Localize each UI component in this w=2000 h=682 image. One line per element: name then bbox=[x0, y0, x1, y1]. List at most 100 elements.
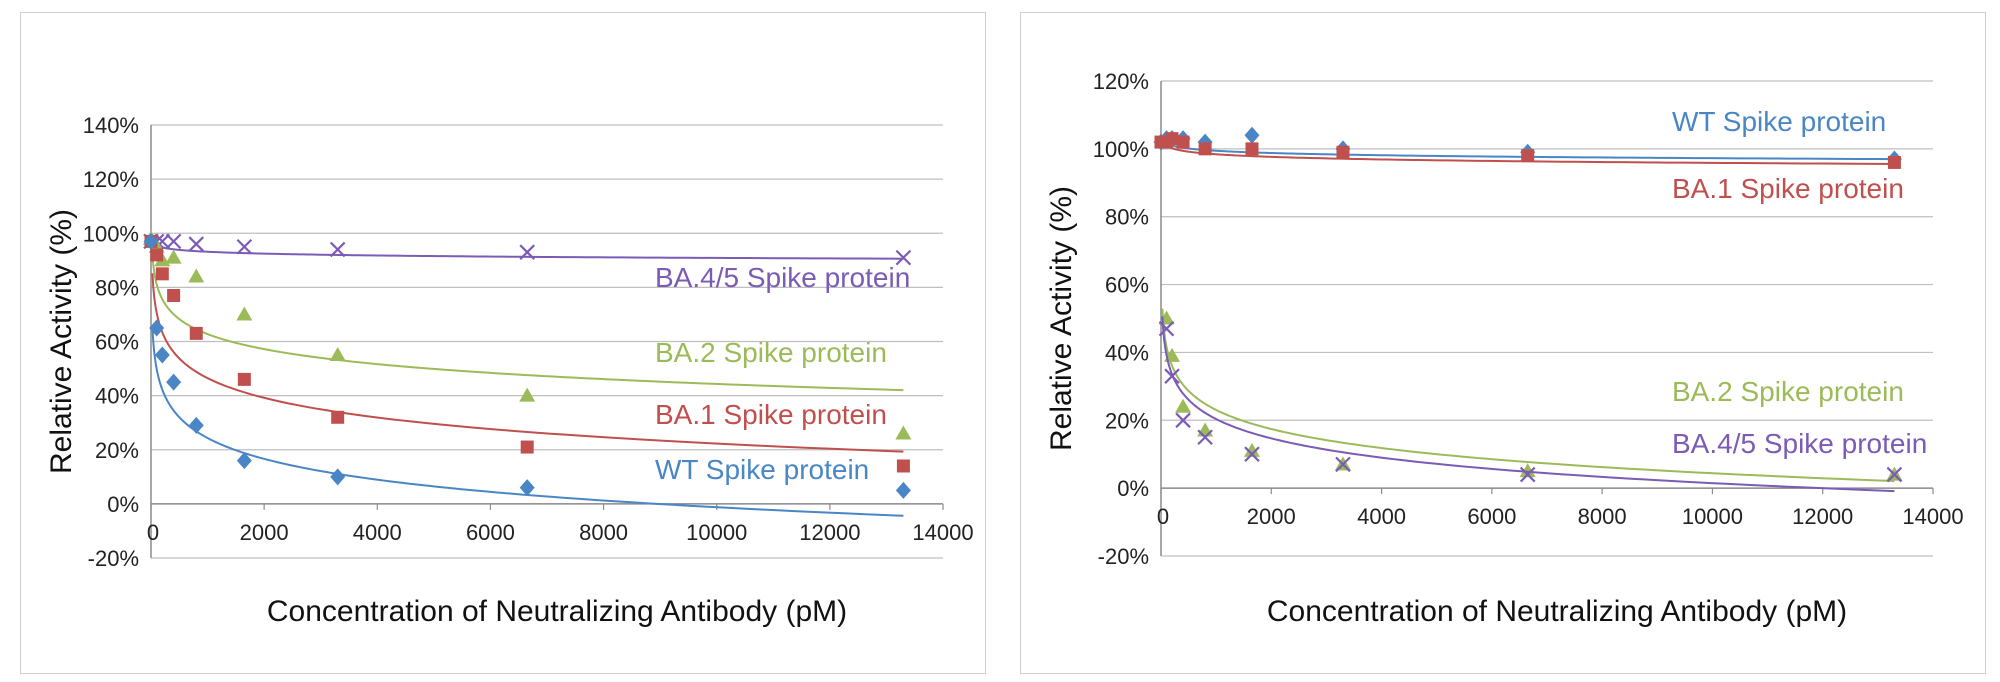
data-point bbox=[330, 468, 346, 486]
series-label-ba-4-5-spike-protein: BA.4/5 Spike protein bbox=[655, 262, 910, 293]
data-point bbox=[189, 326, 203, 340]
data-point bbox=[1519, 466, 1536, 483]
data-point bbox=[1336, 145, 1350, 159]
data-point bbox=[1175, 412, 1191, 429]
y-tick-label: 100% bbox=[83, 221, 139, 246]
y-tick-label: 80% bbox=[1105, 205, 1149, 230]
x-axis-title: Concentration of Neutralizing Antibody (… bbox=[267, 595, 847, 628]
x-axis-title: Concentration of Neutralizing Antibody (… bbox=[1267, 595, 1847, 628]
data-point bbox=[519, 387, 536, 402]
data-point bbox=[1519, 463, 1536, 478]
y-tick-label: 120% bbox=[1093, 69, 1149, 94]
series-ba-4-5-spike-protein bbox=[143, 233, 912, 266]
y-tick-label: -20% bbox=[1098, 544, 1149, 569]
series-label-wt-spike-protein: WT Spike protein bbox=[1672, 106, 1886, 137]
y-tick-label: 0% bbox=[1117, 476, 1149, 501]
x-tick-labels: 0 2000 4000 6000 8000 10000 12000 14000 bbox=[147, 503, 974, 545]
data-point bbox=[1335, 456, 1351, 473]
data-point bbox=[1165, 132, 1179, 146]
chart-right: -20% 0% 20% 40% 60% 80% 100% 120% 0 2000 4000 6000 8… bbox=[1045, 69, 1964, 628]
data-point bbox=[154, 346, 170, 364]
data-point bbox=[1521, 149, 1535, 163]
x-tick-label: 8000 bbox=[579, 520, 628, 545]
data-point bbox=[1175, 398, 1192, 413]
data-point bbox=[1197, 429, 1213, 446]
data-point bbox=[188, 236, 205, 252]
series-ba-4-5-spike-protein bbox=[1158, 316, 1903, 493]
gridlines bbox=[1161, 80, 1933, 557]
x-tick-label: 6000 bbox=[466, 520, 515, 545]
data-point bbox=[1176, 135, 1190, 149]
x-tick-label: 2000 bbox=[240, 520, 289, 545]
trendline bbox=[151, 273, 904, 453]
series-label-ba-1-spike-protein: BA.1 Spike protein bbox=[655, 399, 887, 430]
x-tick-label: 4000 bbox=[353, 520, 402, 545]
x-tick-label: 0 bbox=[147, 520, 159, 545]
data-point bbox=[143, 232, 159, 250]
x-tick-label: 12000 bbox=[799, 520, 860, 545]
y-tick-label: 20% bbox=[95, 438, 139, 463]
y-tick-label: 40% bbox=[1105, 340, 1149, 365]
y-tick-labels: -20% 0% 20% 40% 60% 80% 100% 120% bbox=[1093, 69, 1149, 569]
y-tick-labels: -20% 0% 20% 40% 60% 80% 100% 120% 140% bbox=[83, 113, 139, 571]
data-point bbox=[331, 410, 345, 424]
chart-panel-right: -20% 0% 20% 40% 60% 80% 100% 120% 0 2000 4000 6000 8… bbox=[1020, 12, 1986, 674]
data-point bbox=[166, 373, 182, 391]
x-tick-label: 10000 bbox=[1682, 504, 1743, 529]
series-ba-1-spike-protein bbox=[144, 234, 910, 473]
data-point bbox=[896, 459, 910, 473]
data-point bbox=[1197, 422, 1214, 437]
data-point bbox=[165, 233, 182, 250]
data-point bbox=[167, 288, 181, 302]
trendline bbox=[151, 254, 904, 392]
data-point bbox=[1886, 466, 1903, 483]
y-tick-label: 60% bbox=[1105, 273, 1149, 298]
x-tick-label: 2000 bbox=[1247, 504, 1296, 529]
chart-left: -20% 0% 20% 40% 60% 80% 100% 120% 140% 0 2000 4000 6… bbox=[45, 113, 974, 628]
data-point bbox=[895, 481, 911, 499]
y-tick-label: 100% bbox=[1093, 137, 1149, 162]
y-axis-title: Relative Activity (%) bbox=[1045, 186, 1078, 451]
x-tick-label: 4000 bbox=[1357, 504, 1406, 529]
y-tick-label: 20% bbox=[1105, 408, 1149, 433]
data-point bbox=[236, 239, 253, 255]
data-point bbox=[1244, 446, 1260, 462]
data-point bbox=[236, 306, 253, 321]
y-axis-title: Relative Activity (%) bbox=[45, 209, 78, 474]
series-label-wt-spike-protein: WT Spike protein bbox=[655, 454, 869, 485]
data-point bbox=[1243, 442, 1260, 457]
data-point bbox=[236, 452, 252, 470]
trendline bbox=[1161, 316, 1895, 493]
data-point bbox=[1244, 126, 1260, 144]
y-tick-label: -20% bbox=[88, 546, 139, 571]
data-point bbox=[149, 319, 165, 337]
series-label-ba-1-spike-protein: BA.1 Spike protein bbox=[1672, 173, 1904, 204]
data-point bbox=[895, 249, 912, 266]
data-point bbox=[1887, 155, 1901, 169]
data-point bbox=[519, 244, 535, 260]
series-label-ba-2-spike-protein: BA.2 Spike protein bbox=[655, 337, 887, 368]
trendline bbox=[151, 327, 904, 517]
x-tick-label: 6000 bbox=[1467, 504, 1516, 529]
x-tick-label: 14000 bbox=[912, 520, 973, 545]
data-point bbox=[155, 267, 169, 281]
x-tick-labels: 0 2000 4000 6000 8000 10000 12000 14000 bbox=[1157, 488, 1964, 529]
data-point bbox=[329, 241, 346, 258]
data-point bbox=[1245, 142, 1259, 156]
data-point bbox=[895, 425, 912, 440]
x-tick-label: 0 bbox=[1157, 504, 1169, 529]
y-tick-label: 60% bbox=[95, 330, 139, 355]
series-wt-spike-protein bbox=[143, 232, 911, 517]
x-tick-label: 12000 bbox=[1792, 504, 1853, 529]
chart-panel-left: -20% 0% 20% 40% 60% 80% 100% 120% 140% 0 2000 4000 6… bbox=[20, 12, 986, 674]
data-point bbox=[519, 479, 535, 497]
data-point bbox=[520, 440, 534, 454]
series-ba-1-spike-protein bbox=[1154, 132, 1901, 169]
data-point bbox=[1158, 320, 1175, 337]
data-point bbox=[165, 249, 182, 264]
data-point bbox=[150, 248, 164, 262]
series-label-ba-4-5-spike-protein: BA.4/5 Spike protein bbox=[1672, 428, 1927, 459]
x-tick-label: 8000 bbox=[1578, 504, 1627, 529]
data-point bbox=[188, 268, 205, 283]
data-point bbox=[188, 416, 204, 434]
